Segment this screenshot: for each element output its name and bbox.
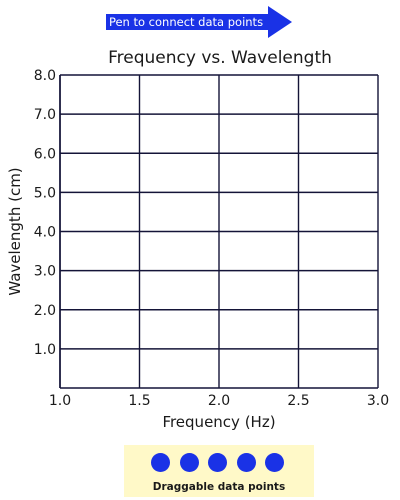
arrow-right-icon bbox=[106, 6, 292, 38]
draggable-point[interactable] bbox=[208, 453, 227, 472]
draggable-point[interactable] bbox=[151, 453, 170, 472]
draggable-point[interactable] bbox=[180, 453, 199, 472]
tray-label: Draggable data points bbox=[152, 481, 286, 493]
draggable-point[interactable] bbox=[265, 453, 284, 472]
x-tick-label: 1.5 bbox=[128, 393, 150, 409]
y-tick-label: 7.0 bbox=[34, 107, 56, 123]
chart-plot-area[interactable]: 1.0 1.5 2.0 2.5 3.0 1.0 2.0 3.0 4.0 5.0 6.0 7.0 8.0 F… bbox=[0, 0, 400, 440]
x-tick-label: 2.5 bbox=[287, 393, 309, 409]
y-axis-label: Wavelength (cm) bbox=[6, 167, 24, 295]
y-tick-label: 2.0 bbox=[34, 303, 56, 319]
x-axis-label: Frequency (Hz) bbox=[162, 413, 275, 431]
y-tick-label: 8.0 bbox=[34, 68, 56, 84]
y-tick-label: 4.0 bbox=[34, 225, 56, 241]
y-tick-label: 6.0 bbox=[34, 146, 56, 162]
pen-tool-button[interactable]: Pen to connect data points bbox=[106, 6, 292, 38]
pen-tool-label: Pen to connect data points bbox=[108, 15, 264, 29]
x-tick-label: 3.0 bbox=[367, 393, 389, 409]
x-tick-label: 2.0 bbox=[208, 393, 230, 409]
draggable-points-tray: Draggable data points bbox=[124, 445, 314, 497]
y-tick-label: 1.0 bbox=[34, 342, 56, 358]
y-tick-label: 5.0 bbox=[34, 185, 56, 201]
draggable-point[interactable] bbox=[237, 453, 256, 472]
x-tick-label: 1.0 bbox=[49, 393, 71, 409]
y-tick-label: 3.0 bbox=[34, 264, 56, 280]
chart-title: Frequency vs. Wavelength bbox=[108, 48, 332, 68]
